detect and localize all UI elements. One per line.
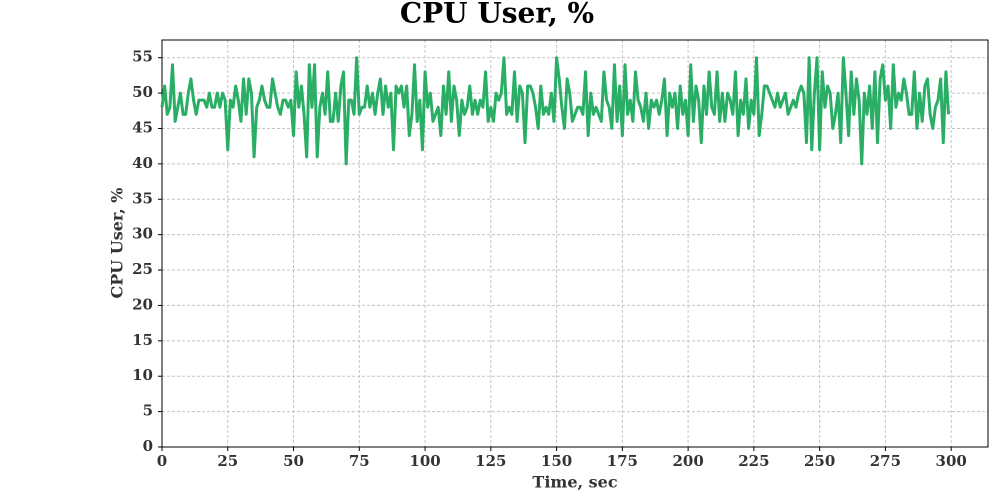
x-tick-label: 150 — [541, 452, 572, 470]
x-tick-label: 250 — [804, 452, 835, 470]
y-tick-label: 10 — [132, 366, 153, 384]
x-tick-label: 175 — [607, 452, 638, 470]
x-axis-label: Time, sec — [532, 473, 617, 492]
x-tick-label: 75 — [349, 452, 370, 470]
chart-title: CPU User, % — [400, 0, 594, 30]
x-tick-label: 300 — [936, 452, 967, 470]
y-axis-label: CPU User, % — [108, 187, 127, 298]
x-tick-label: 200 — [672, 452, 703, 470]
y-tick-label: 5 — [143, 402, 153, 420]
y-tick-label: 40 — [132, 154, 153, 172]
y-tick-label: 15 — [132, 331, 153, 349]
y-tick-label: 20 — [132, 295, 153, 313]
x-tick-label: 225 — [738, 452, 769, 470]
x-tick-label: 25 — [217, 452, 238, 470]
y-tick-label: 50 — [132, 83, 153, 101]
y-tick-label: 35 — [132, 189, 153, 207]
x-tick-label: 275 — [870, 452, 901, 470]
x-tick-label: 100 — [409, 452, 440, 470]
data-line — [160, 56, 951, 166]
x-tick-label: 0 — [157, 452, 167, 470]
y-tick-label: 30 — [132, 225, 153, 243]
y-tick-label: 55 — [132, 48, 153, 66]
y-tick-label: 45 — [132, 118, 153, 136]
x-tick-label: 125 — [475, 452, 506, 470]
plot-frame — [161, 39, 989, 448]
x-tick-label: 50 — [283, 452, 304, 470]
y-tick-label: 25 — [132, 260, 153, 278]
y-tick-label: 0 — [143, 437, 153, 455]
